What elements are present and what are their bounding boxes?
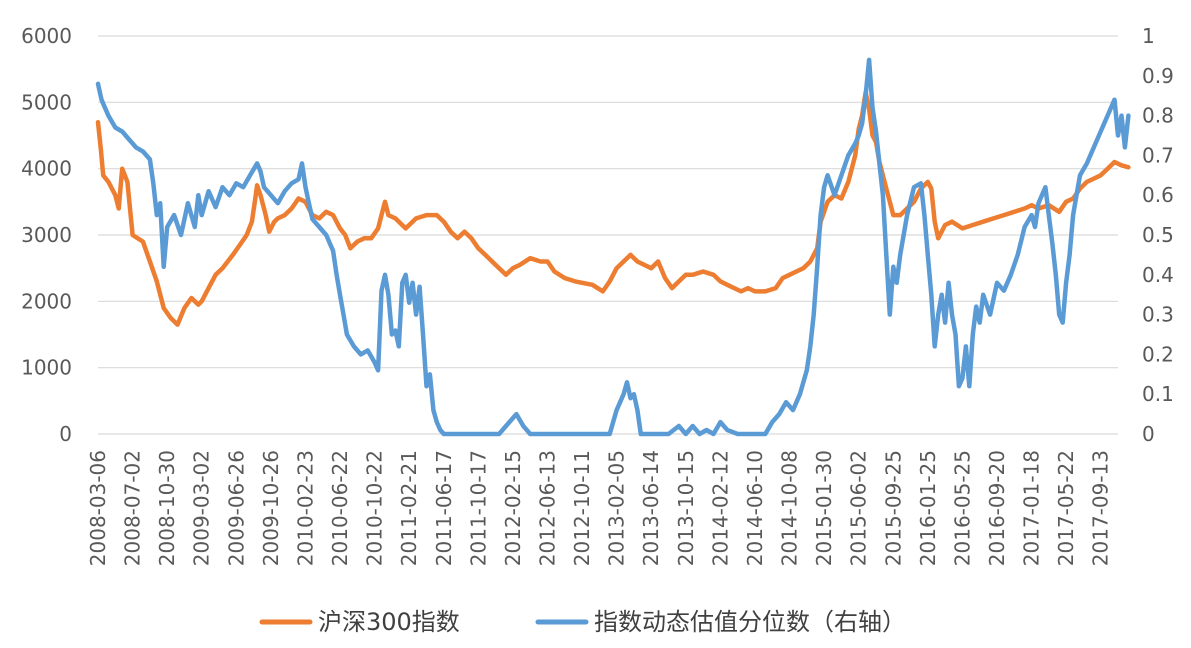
x-tick-label: 2010-02-23	[293, 450, 317, 566]
x-tick-label: 2008-07-02	[121, 450, 145, 566]
x-tick-label: 2011-02-21	[397, 450, 421, 566]
y-right-tick-label: 0.4	[1142, 263, 1174, 287]
y-axis-right-ticks: 0 0.1 0.2 0.3 0.4 0.5 0.6 0.7 0.8 0.9 1	[1142, 24, 1174, 446]
legend-label-valuation: 指数动态估值分位数（右轴）	[594, 608, 906, 636]
y-left-tick-label: 6000	[21, 24, 72, 48]
x-tick-label: 2013-06-14	[639, 450, 663, 566]
y-left-tick-label: 4000	[21, 157, 72, 181]
x-tick-label: 2011-06-17	[432, 450, 456, 566]
x-tick-label: 2013-02-05	[605, 450, 629, 566]
y-right-tick-label: 0.9	[1142, 64, 1174, 88]
x-tick-label: 2008-10-30	[155, 450, 179, 566]
x-tick-label: 2014-10-08	[778, 450, 802, 566]
x-tick-label: 2014-02-12	[708, 450, 732, 566]
x-tick-label: 2017-01-18	[1020, 450, 1044, 566]
y-right-tick-label: 1	[1142, 24, 1155, 48]
x-tick-label: 2015-06-02	[847, 450, 871, 566]
x-tick-label: 2011-10-17	[466, 450, 490, 566]
legend: 沪深300指数 指数动态估值分位数（右轴）	[259, 608, 906, 636]
x-tick-label: 2017-09-13	[1089, 450, 1113, 566]
x-tick-label: 2012-10-11	[570, 450, 594, 566]
y-left-tick-label: 0	[59, 422, 72, 446]
y-right-tick-label: 0.2	[1142, 342, 1174, 366]
x-tick-label: 2009-03-02	[190, 450, 214, 566]
y-right-tick-label: 0.7	[1142, 143, 1174, 167]
x-tick-label: 2012-02-15	[501, 450, 525, 566]
y-right-tick-label: 0.1	[1142, 382, 1174, 406]
series-line-hs300	[95, 90, 1131, 327]
x-tick-label: 2010-10-22	[363, 450, 387, 566]
x-tick-label: 2016-05-25	[950, 450, 974, 566]
y-right-tick-label: 0.6	[1142, 183, 1174, 207]
x-tick-label: 2015-09-25	[881, 450, 905, 566]
y-right-tick-label: 0.3	[1142, 303, 1174, 327]
x-tick-label: 2012-06-13	[535, 450, 559, 566]
legend-label-hs300: 沪深300指数	[318, 608, 460, 636]
x-tick-label: 2009-10-26	[259, 450, 283, 566]
x-axis-ticks: 2008-03-06 2008-07-02 2008-10-30 2009-03-02…	[86, 450, 1113, 566]
y-right-tick-label: 0.5	[1142, 223, 1174, 247]
series-layer	[95, 57, 1131, 437]
y-left-tick-label: 1000	[21, 356, 72, 380]
x-tick-label: 2017-05-22	[1054, 450, 1078, 566]
x-tick-label: 2013-10-15	[674, 450, 698, 566]
y-axis-left-ticks: 0 1000 2000 3000 4000 5000 6000	[21, 24, 72, 446]
x-tick-label: 2010-06-22	[328, 450, 352, 566]
x-tick-label: 2014-06-10	[743, 450, 767, 566]
grid-layer	[98, 35, 1118, 435]
y-left-tick-label: 2000	[21, 289, 72, 313]
series-line-valuation-percentile	[95, 57, 1131, 437]
x-tick-label: 2016-01-25	[916, 450, 940, 566]
y-right-tick-label: 0.8	[1142, 104, 1174, 128]
x-tick-label: 2008-03-06	[86, 450, 110, 566]
y-left-tick-label: 5000	[21, 90, 72, 114]
y-right-tick-label: 0	[1142, 422, 1155, 446]
x-tick-label: 2015-01-30	[812, 450, 836, 566]
y-left-tick-label: 3000	[21, 223, 72, 247]
x-tick-label: 2016-09-20	[985, 450, 1009, 566]
x-tick-label: 2009-06-26	[224, 450, 248, 566]
